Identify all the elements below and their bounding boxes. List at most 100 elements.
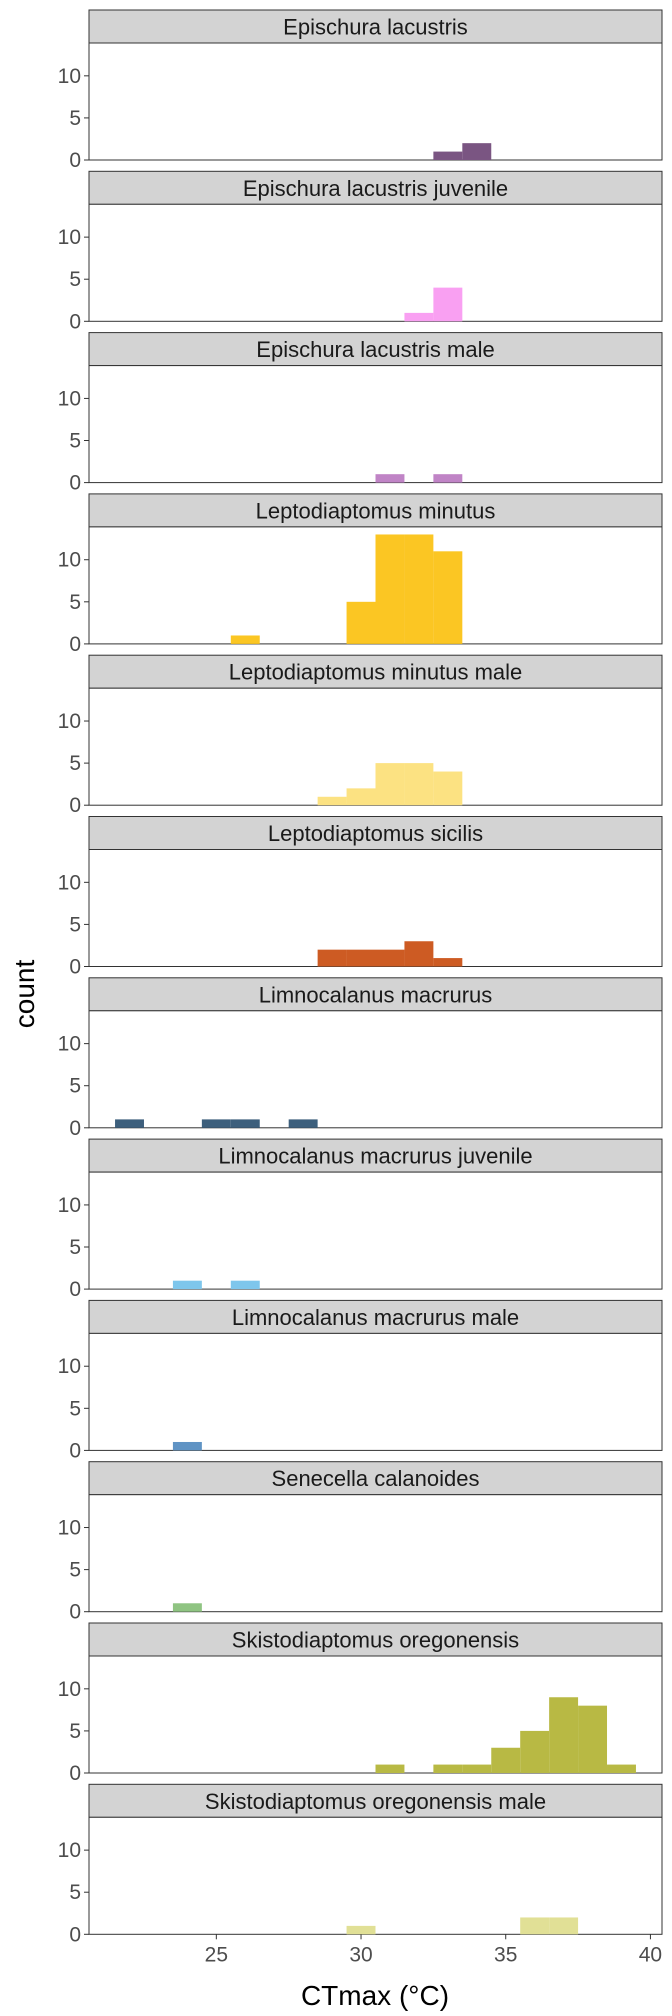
y-tick-label: 10 xyxy=(58,549,81,572)
histogram-bar xyxy=(375,763,405,806)
histogram-bar xyxy=(404,534,434,644)
y-tick-label: 5 xyxy=(69,1397,81,1420)
facet-skistodiaptomus-oregonensis-male: Skistodiaptomus oregonensis male 0 5 10 xyxy=(58,1783,663,1946)
y-tick-label: 5 xyxy=(69,752,81,775)
histogram-bar xyxy=(375,1764,405,1773)
y-tick-label: 0 xyxy=(69,1762,81,1785)
facet-strip xyxy=(88,332,663,367)
y-tick-label: 10 xyxy=(58,1678,81,1701)
histogram-bar xyxy=(375,474,405,483)
histogram-bar xyxy=(172,1441,202,1451)
histogram-bar xyxy=(346,601,376,644)
y-tick-label: 10 xyxy=(58,1033,81,1056)
histogram-bar xyxy=(520,1917,550,1935)
histogram-bar xyxy=(346,949,376,967)
y-tick-label: 0 xyxy=(69,310,81,333)
y-tick-label: 10 xyxy=(58,871,81,894)
facet-leptodiaptomus-minutus-male: Leptodiaptomus minutus male 0 5 10 xyxy=(58,654,663,817)
facet-strip xyxy=(88,1622,663,1657)
y-tick-label: 5 xyxy=(69,1559,81,1582)
y-tick-label: 0 xyxy=(69,472,81,495)
facet-panel xyxy=(88,203,663,322)
y-tick-label: 5 xyxy=(69,1881,81,1904)
facet-panel xyxy=(88,1816,663,1935)
histogram-bar xyxy=(607,1764,636,1773)
facet-limnocalanus-macrurus-juvenile: Limnocalanus macrurus juvenile 0 5 10 xyxy=(58,1138,663,1301)
y-tick-label: 5 xyxy=(69,591,81,614)
facet-epischura-lacustris-male: Epischura lacustris male 0 5 10 xyxy=(58,332,663,495)
histogram-bar xyxy=(404,941,434,967)
histogram-bar xyxy=(549,1917,579,1935)
histogram-bar xyxy=(433,551,463,644)
histogram-bar xyxy=(491,1747,521,1773)
facet-title: Epischura lacustris xyxy=(283,15,468,40)
y-tick-label: 5 xyxy=(69,268,81,291)
y-tick-label: 0 xyxy=(69,1601,81,1624)
facet-strip xyxy=(88,1783,663,1818)
histogram-bar xyxy=(346,788,376,806)
histogram-bar xyxy=(433,1764,463,1773)
facet-panel xyxy=(88,1171,663,1290)
histogram-bar xyxy=(578,1705,608,1773)
x-axis-title: CTmax (°C) xyxy=(301,1980,449,2011)
histogram-bar xyxy=(462,1764,492,1773)
histogram-bar xyxy=(433,151,463,160)
facet-panel xyxy=(88,849,663,967)
x-tick-label: 30 xyxy=(349,1943,372,1966)
histogram-bar xyxy=(115,1119,144,1128)
y-tick-label: 0 xyxy=(69,1278,81,1301)
y-axis-title: count xyxy=(9,960,40,1029)
y-tick-label: 10 xyxy=(58,387,81,410)
x-tick-label: 25 xyxy=(205,1943,228,1966)
histogram-bar xyxy=(375,949,405,967)
histogram-bar xyxy=(172,1280,202,1290)
x-tick-label: 40 xyxy=(639,1943,662,1966)
facet-strip xyxy=(88,1461,663,1496)
y-tick-label: 10 xyxy=(58,1194,81,1217)
facet-epischura-lacustris: Epischura lacustris 0 5 10 xyxy=(58,9,663,172)
facet-limnocalanus-macrurus: Limnocalanus macrurus 0 5 10 xyxy=(58,977,663,1140)
histogram-bar xyxy=(404,763,434,806)
facet-panel xyxy=(88,365,663,484)
y-tick-label: 5 xyxy=(69,107,81,130)
y-tick-label: 0 xyxy=(69,956,81,979)
facet-title: Skistodiaptomus oregonensis xyxy=(232,1628,519,1653)
histogram-bar xyxy=(346,1925,376,1935)
y-tick-label: 5 xyxy=(69,1075,81,1098)
y-tick-label: 5 xyxy=(69,430,81,453)
facet-title: Leptodiaptomus sicilis xyxy=(268,821,483,846)
facet-strip xyxy=(88,816,663,850)
y-tick-label: 0 xyxy=(69,1923,81,1946)
histogram-bar xyxy=(288,1119,318,1128)
facet-panel xyxy=(88,1332,663,1451)
facet-leptodiaptomus-minutus: Leptodiaptomus minutus 0 5 10 xyxy=(58,493,663,656)
y-tick-label: 0 xyxy=(69,633,81,656)
facet-title: Limnocalanus macrurus xyxy=(259,982,493,1007)
y-tick-label: 5 xyxy=(69,1720,81,1743)
y-tick-label: 10 xyxy=(58,65,81,88)
histogram-bar xyxy=(230,635,260,644)
x-axis: 25 30 35 40 xyxy=(205,1934,662,1966)
y-tick-label: 10 xyxy=(58,710,81,733)
facet-panel xyxy=(88,42,663,161)
facet-title: Skistodiaptomus oregonensis male xyxy=(205,1789,546,1814)
facet-leptodiaptomus-sicilis: Leptodiaptomus sicilis 0 5 10 xyxy=(58,816,663,979)
facet-title: Epischura lacustris male xyxy=(256,337,494,362)
y-tick-label: 0 xyxy=(69,794,81,817)
y-tick-label: 10 xyxy=(58,1517,81,1540)
histogram-bar xyxy=(404,312,434,322)
y-tick-label: 5 xyxy=(69,913,81,936)
histogram-bar xyxy=(433,958,463,967)
facet-panel xyxy=(88,1494,663,1613)
facet-title: Limnocalanus macrurus juvenile xyxy=(218,1144,532,1169)
facet-title: Senecella calanoides xyxy=(272,1466,480,1491)
facet-strip xyxy=(88,9,663,44)
y-tick-label: 10 xyxy=(58,1355,81,1378)
facet-epischura-lacustris-juvenile: Epischura lacustris juvenile 0 5 10 xyxy=(58,170,663,333)
facet-senecella-calanoides: Senecella calanoides 0 5 10 xyxy=(58,1461,663,1624)
x-tick-label: 35 xyxy=(494,1943,517,1966)
histogram-bar xyxy=(317,796,347,806)
histogram-bar xyxy=(230,1119,260,1128)
histogram-bar xyxy=(375,534,405,644)
